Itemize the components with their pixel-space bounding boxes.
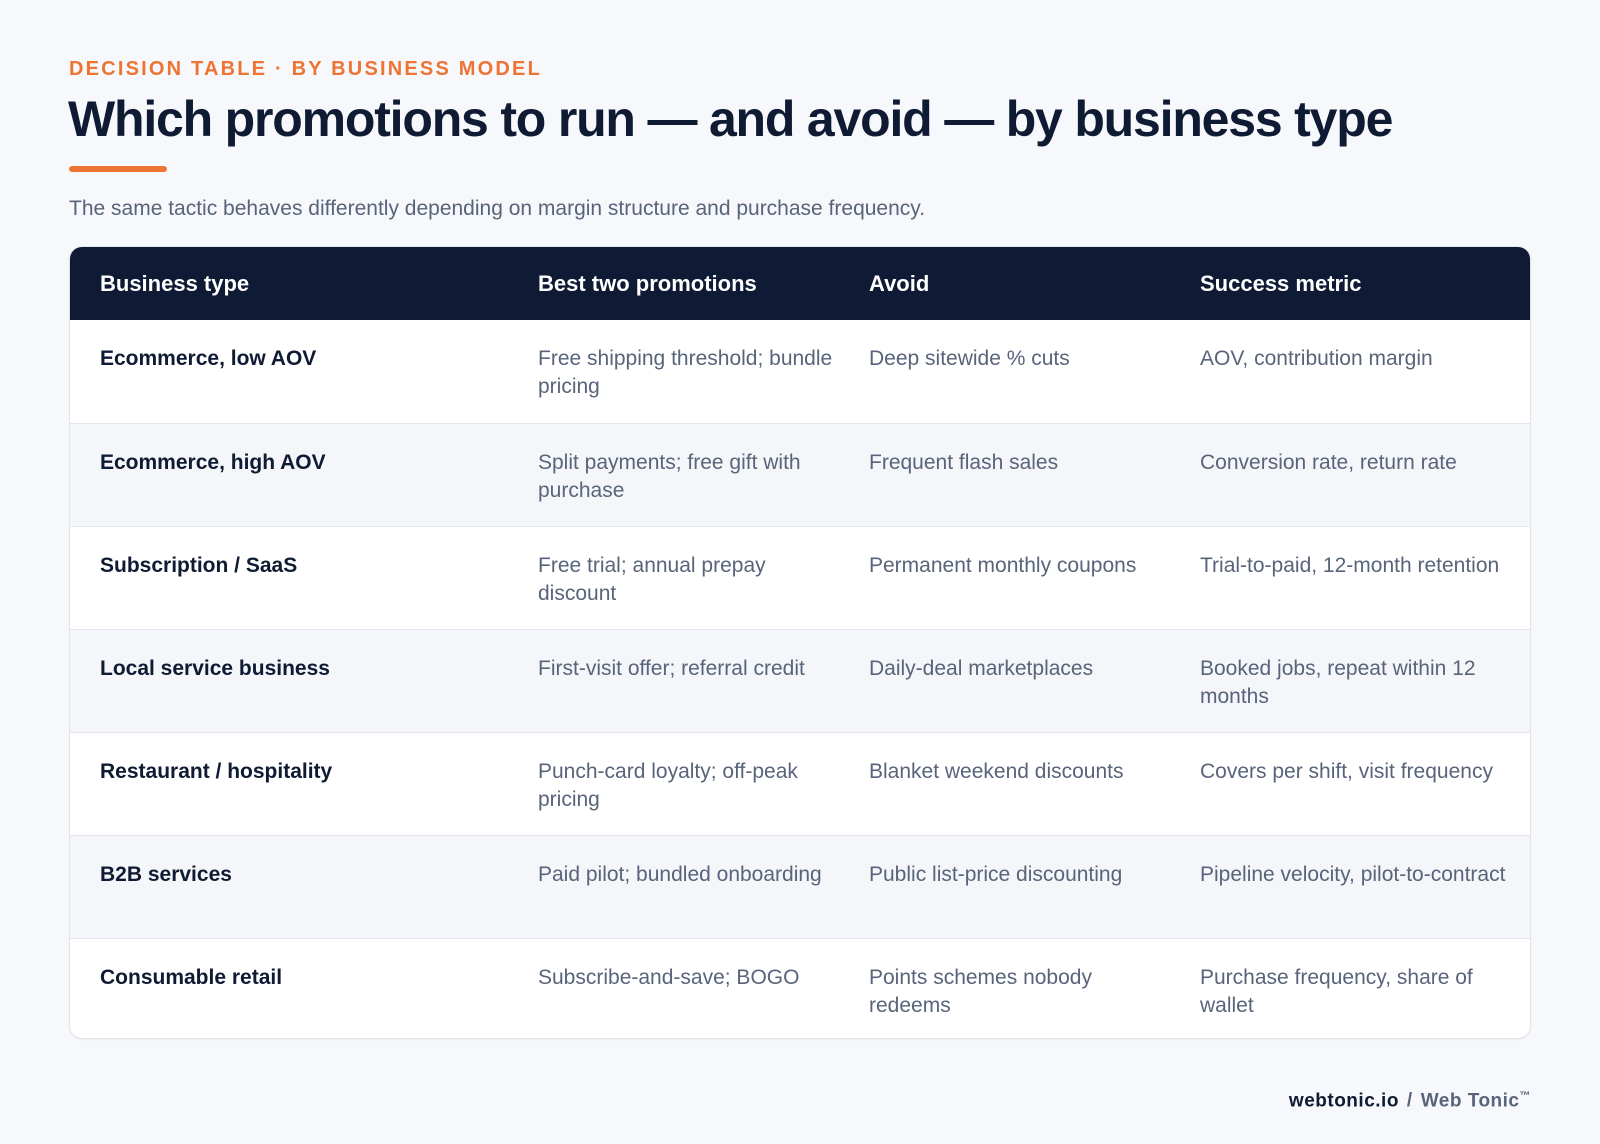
decision-table: Business type Best two promotions Avoid … — [70, 247, 1530, 1038]
cell-business-type: B2B services — [100, 863, 232, 886]
table-row: Restaurant / hospitality Punch-card loya… — [70, 732, 1530, 835]
cell-business-type: Ecommerce, low AOV — [100, 347, 317, 370]
table-row: Ecommerce, low AOV Free shipping thresho… — [70, 320, 1530, 423]
cell-business-type: Restaurant / hospitality — [100, 760, 333, 783]
page-subtitle: The same tactic behaves differently depe… — [69, 197, 926, 220]
cell-business-type: Subscription / SaaS — [100, 554, 298, 577]
cell-avoid: Deep sitewide % cuts — [869, 347, 1070, 370]
cell-success-metric: AOV, contribution margin — [1200, 347, 1433, 370]
column-header-best-promotions: Best two promotions — [538, 270, 757, 296]
column-header-avoid: Avoid — [869, 270, 930, 296]
cell-success-metric: Covers per shift, visit frequency — [1200, 760, 1493, 783]
cell-avoid: Permanent monthly coupons — [869, 554, 1137, 577]
cell-best-promotions: Punch-card loyalty; off-peak pricing — [538, 760, 798, 811]
page-title: Which promotions to run — and avoid — by… — [68, 91, 1393, 147]
footer-trademark: ™ — [1519, 1090, 1531, 1102]
cell-best-promotions: Split payments; free gift with purchase — [538, 451, 801, 502]
table-row: Subscription / SaaS Free trial; annual p… — [70, 526, 1530, 629]
table-header: Business type Best two promotions Avoid … — [70, 247, 1530, 320]
cell-business-type: Local service business — [100, 657, 330, 680]
cell-avoid: Frequent flash sales — [869, 451, 1059, 474]
cell-business-type: Ecommerce, high AOV — [100, 451, 326, 474]
column-header-success-metric: Success metric — [1200, 270, 1362, 296]
cell-best-promotions: Free shipping threshold; bundle pricing — [538, 347, 833, 398]
column-header-business-type: Business type — [100, 270, 250, 296]
cell-success-metric: Booked jobs, repeat within 12 months — [1200, 657, 1476, 708]
cell-business-type: Consumable retail — [100, 966, 283, 989]
table-row: Consumable retail Subscribe-and-save; BO… — [70, 938, 1530, 1038]
table-row: Ecommerce, high AOV Split payments; free… — [70, 423, 1530, 526]
table-row: Local service business First-visit offer… — [70, 629, 1530, 732]
table-body: Ecommerce, low AOV Free shipping thresho… — [70, 320, 1530, 1038]
cell-best-promotions: First-visit offer; referral credit — [538, 657, 805, 680]
cell-avoid: Blanket weekend discounts — [869, 760, 1124, 783]
title-accent-bar — [69, 166, 167, 172]
footer-separator: / — [1406, 1090, 1413, 1112]
footer-brand: Web Tonic — [1420, 1090, 1520, 1112]
cell-success-metric: Conversion rate, return rate — [1200, 451, 1457, 474]
cell-success-metric: Trial-to-paid, 12-month retention — [1200, 554, 1500, 577]
cell-best-promotions: Paid pilot; bundled onboarding — [538, 863, 822, 886]
eyebrow-label: DECISION TABLE · BY BUSINESS MODEL — [69, 58, 542, 80]
cell-avoid: Daily-deal marketplaces — [869, 657, 1094, 680]
cell-avoid: Points schemes nobody redeems — [869, 966, 1092, 1017]
footer-domain: webtonic.io — [1288, 1090, 1399, 1112]
table-row: B2B services Paid pilot; bundled onboard… — [70, 835, 1530, 938]
cell-avoid: Public list-price discounting — [869, 863, 1123, 886]
cell-success-metric: Purchase frequency, share of wallet — [1200, 966, 1473, 1017]
cell-best-promotions: Free trial; annual prepay discount — [538, 554, 766, 605]
cell-success-metric: Pipeline velocity, pilot-to-contract — [1200, 863, 1506, 886]
footer-credit: webtonic.io / Web Tonic™ — [1289, 1090, 1531, 1112]
cell-best-promotions: Subscribe-and-save; BOGO — [538, 966, 800, 989]
